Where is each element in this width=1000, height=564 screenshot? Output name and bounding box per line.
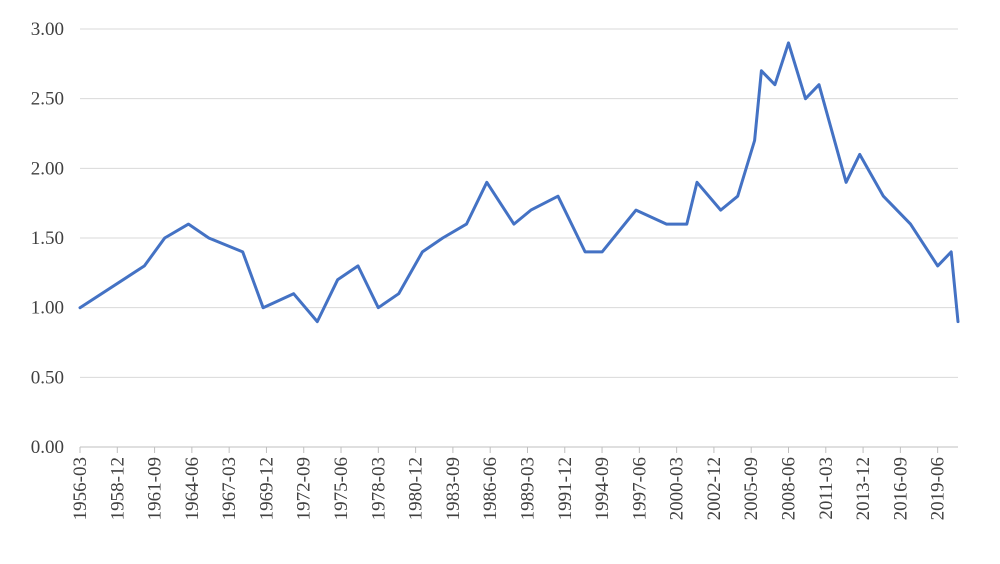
x-axis-ticks: 1956-03 1958-12 1961-09 1964-06 1967-03 1969-… <box>70 447 949 520</box>
x-tick-label: 1969-12 <box>256 457 277 520</box>
x-tick-label: 2011-03 <box>816 457 837 520</box>
y-tick-label: 0.50 <box>31 367 64 388</box>
x-tick-label: 1986-06 <box>480 457 501 520</box>
y-tick-label: 3.00 <box>31 19 64 40</box>
x-tick-label: 2002-12 <box>704 457 725 520</box>
x-tick-label: 1989-03 <box>517 457 538 520</box>
y-tick-label: 1.50 <box>31 228 64 249</box>
series-line <box>78 41 960 324</box>
x-tick-label: 2005-09 <box>741 457 762 520</box>
x-tick-label: 1964-06 <box>182 457 203 520</box>
x-tick-label: 1975-06 <box>331 457 352 520</box>
x-tick-label: 2008-06 <box>779 457 800 520</box>
y-tick-label: 1.00 <box>31 298 64 319</box>
x-tick-label: 1972-09 <box>294 457 315 520</box>
x-tick-label: 1983-09 <box>443 457 464 520</box>
x-tick-label: 1956-03 <box>70 457 91 520</box>
x-tick-label: 1978-03 <box>368 457 389 520</box>
x-tick-label: 2013-12 <box>853 457 874 520</box>
x-tick-label: 2000-03 <box>667 457 688 520</box>
gridlines <box>80 28 958 378</box>
x-tick-label: 1991-12 <box>555 457 576 520</box>
x-tick-label: 1997-06 <box>629 457 650 520</box>
y-tick-label: 2.50 <box>31 89 64 110</box>
x-tick-label: 1961-09 <box>145 457 166 520</box>
y-tick-label: 2.00 <box>31 158 64 179</box>
y-axis-ticks: 0.00 0.50 1.00 1.50 2.00 2.50 3.00 <box>31 19 64 458</box>
x-tick-label: 2019-06 <box>928 457 949 520</box>
x-tick-label: 1994-09 <box>592 457 613 520</box>
x-tick-label: 1967-03 <box>219 457 240 520</box>
x-tick-label: 2016-09 <box>890 457 911 520</box>
y-tick-label: 0.00 <box>31 437 64 458</box>
x-tick-label: 1958-12 <box>107 457 128 520</box>
x-tick-label: 1980-12 <box>406 457 427 520</box>
